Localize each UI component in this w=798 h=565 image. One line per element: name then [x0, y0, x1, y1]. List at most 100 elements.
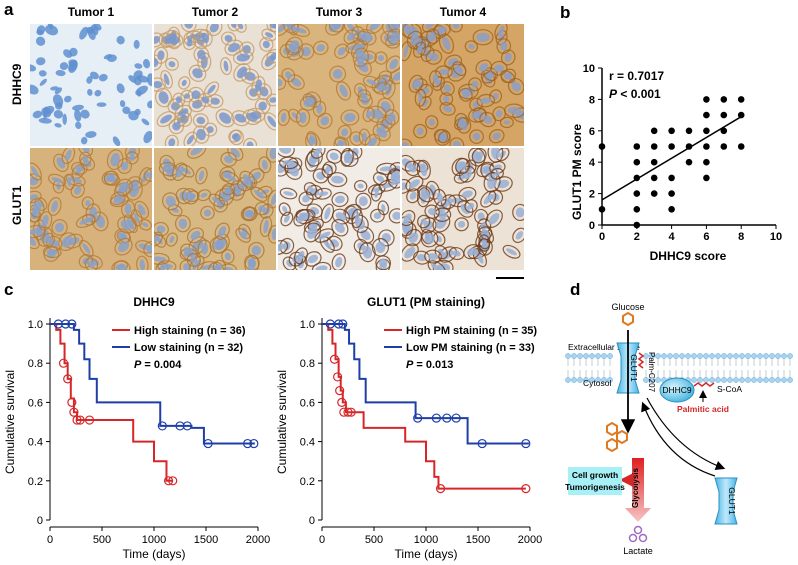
km-dhhc9-p-value: P = 0.004: [134, 359, 182, 371]
km-dhhc9-censor-mark: [243, 438, 253, 449]
col-label-tumor-4: Tumor 4: [439, 5, 487, 19]
scatter-point: [650, 143, 658, 150]
km-dhhc9-censor-mark: [63, 374, 73, 384]
km-dhhc9-censor-mark: [163, 476, 174, 486]
tumorigenesis-label: Tumorigenesis: [565, 482, 625, 492]
dhhc9-enzyme-icon: [659, 377, 695, 403]
scatter-point: [703, 127, 710, 135]
km-glut1-censor-mark: [431, 413, 441, 423]
ihc-image-glut1-tumor-2: [154, 148, 276, 270]
ihc-image-glut1-tumor-4: [402, 148, 524, 270]
km-dhhc9-censor-mark: [249, 438, 259, 449]
km-glut1-x-tick-label: 2000: [518, 534, 542, 546]
glycolysis-arrow: [625, 458, 651, 522]
km-dhhc9-censor-mark: [175, 421, 185, 431]
km-dhhc9-x-tick-label: 500: [93, 534, 111, 546]
mechanism-schematic: Glucose Extracellular space Cytosol GLUT…: [565, 302, 793, 556]
scatter-y-tick-label: 10: [583, 63, 595, 75]
km-plot-dhhc9: DHHC9 Cumulative survival Time (days) 0 500 1…: [3, 295, 270, 561]
km-dhhc9-censor-mark: [203, 438, 213, 449]
km-dhhc9-censor-mark: [67, 397, 77, 408]
scatter-point: [737, 96, 745, 103]
km-glut1-y-tick-label: 0: [309, 515, 315, 527]
km-glut1-censor-mark: [435, 484, 446, 494]
ihc-image-dhhc9-tumor-4: [402, 24, 524, 146]
km-glut1-censor-mark: [334, 319, 344, 329]
scatter-point: [668, 143, 675, 150]
km-glut1-censor-mark: [521, 438, 531, 449]
scatter-point: [720, 143, 728, 150]
dhhc9-label: DHHC9: [662, 385, 692, 395]
km-plot-glut1: GLUT1 (PM staining) Cumulative survival Ti…: [275, 295, 542, 561]
km-dhhc9-legend-label: Low staining (n = 32): [134, 342, 243, 354]
km-dhhc9-censor-mark: [75, 415, 85, 425]
scatter-y-axis-label: GLUT1 PM score: [570, 124, 584, 220]
panel-a-letter: a: [4, 0, 14, 19]
intracellular-glucose-icon: [606, 421, 628, 453]
km-dhhc9-x-tick-label: 1000: [142, 534, 166, 546]
scatter-y-tick-label: 4: [589, 157, 596, 169]
scatter-x-tick-label: 0: [599, 231, 605, 243]
km-glut1-legend-label: Low PM staining (n = 33): [406, 342, 535, 354]
scatter-point: [703, 111, 710, 119]
km-dhhc9-censor-mark: [69, 407, 79, 417]
scatter-point: [668, 190, 675, 197]
km-glut1-censor-mark: [343, 407, 353, 417]
ihc-image-glut1-tumor-3: [278, 148, 400, 270]
scatter-point: [703, 96, 710, 103]
scatter-point: [633, 158, 641, 166]
panel-b-letter: b: [560, 3, 571, 22]
ihc-image-dhhc9-tumor-1: [30, 24, 152, 146]
scoa-chain: [693, 382, 715, 387]
km-dhhc9-censor-mark: [60, 319, 71, 329]
scatter-point: [685, 127, 693, 135]
scatter-point: [598, 206, 606, 213]
km-glut1-censor-mark: [339, 407, 349, 417]
km-glut1-series-line: [322, 323, 529, 445]
km-dhhc9-censor-mark: [157, 421, 167, 431]
recycling-arrow: [641, 401, 716, 477]
km-glut1-censor-mark: [329, 354, 340, 364]
glucose-label: Glucose: [611, 302, 644, 312]
palmitic-acid-label: Palmitic acid: [677, 404, 729, 414]
km-dhhc9-censor-mark: [67, 319, 77, 329]
km-glut1-y-tick-label: 0.2: [300, 476, 315, 488]
km-glut1-y-tick-label: 0.4: [300, 437, 315, 449]
ihc-image-dhhc9-tumor-2: [154, 24, 276, 146]
km-glut1-censor-mark: [332, 372, 343, 382]
col-label-tumor-1: Tumor 1: [67, 5, 115, 19]
km-dhhc9-y-axis-label: Cumulative survival: [3, 370, 17, 474]
scatter-y-tick-label: 0: [589, 220, 595, 232]
ihc-image-glut1-tumor-1: [30, 148, 152, 270]
scatter-y-tick-label: 6: [589, 126, 595, 138]
extracellular-label: Extracellular space: [568, 342, 640, 352]
col-label-tumor-2: Tumor 2: [191, 5, 239, 19]
row-label-glut1: GLUT1: [10, 185, 24, 225]
km-glut1-censor-mark: [521, 484, 531, 494]
km-dhhc9-censor-mark: [58, 358, 69, 368]
scatter-point: [598, 143, 606, 150]
km-dhhc9-y-tick-label: 1.0: [28, 319, 43, 331]
km-dhhc9-x-tick-label: 1500: [194, 534, 218, 546]
km-dhhc9-y-tick-label: 0: [37, 515, 43, 527]
scatter-point: [650, 174, 658, 182]
km-glut1-censor-mark: [477, 438, 487, 449]
km-glut1-censor-mark: [451, 413, 461, 423]
scale-bar: [496, 277, 524, 279]
km-dhhc9-y-tick-label: 0.6: [28, 397, 43, 409]
km-glut1-censor-mark: [442, 413, 452, 423]
km-dhhc9-y-tick-label: 0.8: [28, 358, 43, 370]
km-glut1-series-line: [322, 323, 526, 490]
km-glut1-title: GLUT1 (PM staining): [367, 295, 485, 309]
scatter-point: [668, 127, 675, 135]
panel-c-letter: c: [4, 280, 14, 299]
scatter-point: [703, 143, 710, 150]
scatter-stat-p: P < 0.001: [609, 87, 661, 101]
scatter-point: [668, 206, 675, 213]
km-dhhc9-legend-label: High staining (n = 36): [134, 325, 246, 337]
ihc-image-dhhc9-tumor-3: [278, 24, 400, 146]
km-dhhc9-censor-mark: [182, 421, 192, 431]
glucose-icon: [622, 311, 634, 327]
glut1-internal-label: GLUT1: [727, 487, 737, 515]
km-glut1-censor-mark: [338, 319, 348, 329]
